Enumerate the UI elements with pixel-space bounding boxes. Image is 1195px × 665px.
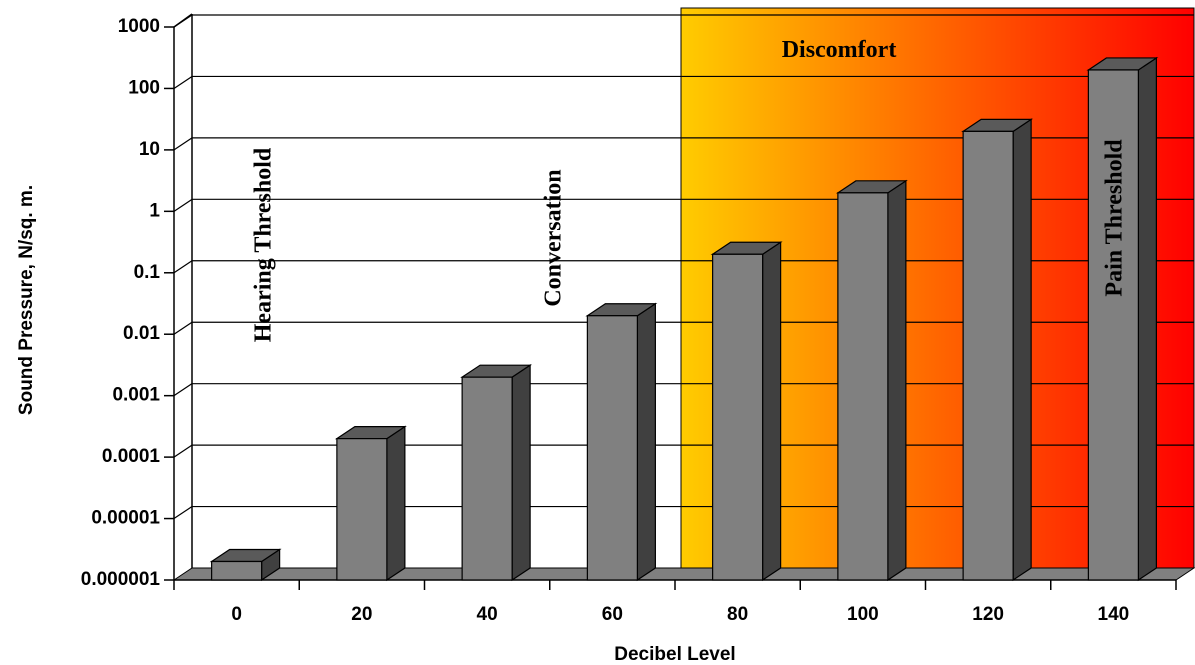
gridline-wall bbox=[173, 75, 193, 89]
annotation-hearing-threshold: Hearing Threshold bbox=[251, 147, 277, 342]
bars bbox=[209, 56, 1159, 582]
gridline-wall bbox=[173, 444, 193, 458]
y-tick-label: 10 bbox=[139, 139, 160, 160]
gridline-wall bbox=[173, 383, 193, 397]
x-tick-label: 80 bbox=[727, 604, 748, 625]
y-tick-label: 0.001 bbox=[112, 385, 160, 406]
bar-100 bbox=[835, 179, 908, 582]
y-tick-label: 0.000001 bbox=[81, 569, 161, 590]
gridline-wall bbox=[173, 14, 193, 28]
bar-60 bbox=[585, 302, 658, 582]
y-axis-title: Sound Pressure, N/sq. m. bbox=[16, 185, 37, 415]
y-tick-label: 0.0001 bbox=[102, 446, 161, 467]
x-tick-label: 20 bbox=[351, 604, 372, 625]
annotation-discomfort: Discomfort bbox=[782, 37, 897, 63]
bar-20 bbox=[334, 425, 407, 582]
y-tick-label: 0.00001 bbox=[91, 508, 160, 529]
x-tick-label: 140 bbox=[1098, 604, 1130, 625]
y-tick-label: 0.01 bbox=[123, 323, 160, 344]
x-tick-label: 0 bbox=[231, 604, 242, 625]
annotations: Hearing Threshold Conversation Discomfor… bbox=[251, 37, 1128, 342]
y-tick-label: 100 bbox=[128, 77, 160, 98]
bar-0 bbox=[209, 548, 282, 582]
x-axis-title: Decibel Level bbox=[614, 644, 735, 665]
bar-80 bbox=[710, 241, 783, 582]
y-tick-label: 1000 bbox=[118, 16, 160, 37]
y-tick-label: 0.1 bbox=[134, 262, 161, 283]
y-tick-label: 1 bbox=[149, 200, 160, 221]
x-axis-ticks: 0 20 40 60 80 100 120 140 bbox=[173, 580, 1177, 625]
x-tick-label: 60 bbox=[602, 604, 623, 625]
gridline-wall bbox=[173, 260, 193, 274]
gridline-wall bbox=[173, 321, 193, 335]
gridline-wall bbox=[173, 137, 193, 151]
annotation-conversation: Conversation bbox=[541, 169, 567, 306]
x-tick-label: 100 bbox=[847, 604, 879, 625]
bar-140 bbox=[1086, 56, 1159, 582]
bar-40 bbox=[460, 364, 533, 582]
y-axis-ticks: 0.000001 0.00001 0.0001 0.001 0.01 0.1 1 10 100 1… bbox=[81, 16, 174, 590]
chart-floor bbox=[172, 567, 1195, 581]
gridline-wall bbox=[173, 198, 193, 212]
x-tick-label: 40 bbox=[477, 604, 498, 625]
annotation-pain-threshold: Pain Threshold bbox=[1102, 139, 1128, 297]
x-tick-label: 120 bbox=[972, 604, 1004, 625]
gridline-wall bbox=[173, 506, 193, 520]
bar-120 bbox=[961, 118, 1034, 582]
